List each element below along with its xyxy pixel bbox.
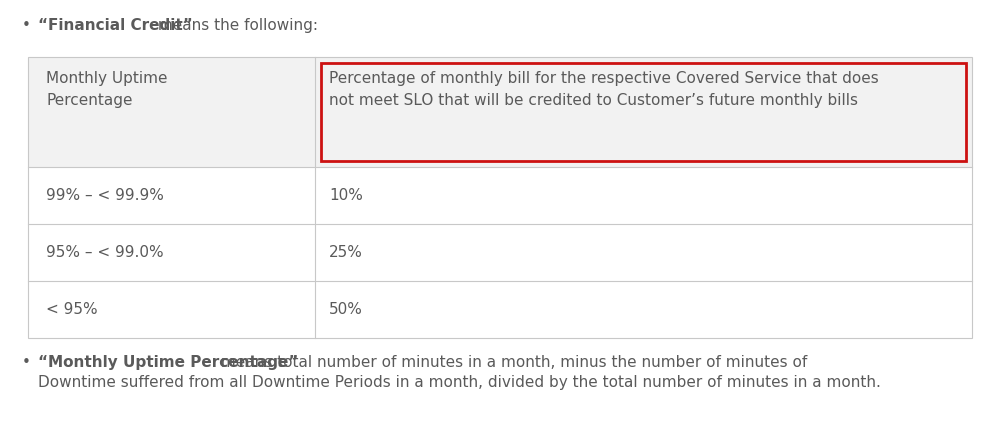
Text: Percentage: Percentage <box>46 93 132 108</box>
Text: 95% – < 99.0%: 95% – < 99.0% <box>46 245 164 260</box>
Text: “Financial Credit”: “Financial Credit” <box>38 18 193 33</box>
Text: < 95%: < 95% <box>46 302 98 317</box>
Text: •: • <box>22 355 31 370</box>
Text: means total number of minutes in a month, minus the number of minutes of: means total number of minutes in a month… <box>216 355 807 370</box>
Text: Monthly Uptime: Monthly Uptime <box>46 71 168 86</box>
Bar <box>28 57 972 167</box>
Bar <box>28 224 972 281</box>
Text: 99% – < 99.9%: 99% – < 99.9% <box>46 188 164 203</box>
Text: “Monthly Uptime Percentage”: “Monthly Uptime Percentage” <box>38 355 298 370</box>
Text: means the following:: means the following: <box>153 18 318 33</box>
Text: Percentage of monthly bill for the respective Covered Service that does: Percentage of monthly bill for the respe… <box>329 71 879 86</box>
Text: 25%: 25% <box>329 245 363 260</box>
Text: 10%: 10% <box>329 188 363 203</box>
Bar <box>321 63 966 161</box>
Bar <box>28 167 972 224</box>
Bar <box>28 57 972 338</box>
Bar <box>28 281 972 338</box>
Text: Downtime suffered from all Downtime Periods in a month, divided by the total num: Downtime suffered from all Downtime Peri… <box>38 375 881 390</box>
Text: •: • <box>22 18 31 33</box>
Text: 50%: 50% <box>329 302 363 317</box>
Text: not meet SLO that will be credited to Customer’s future monthly bills: not meet SLO that will be credited to Cu… <box>329 93 858 108</box>
